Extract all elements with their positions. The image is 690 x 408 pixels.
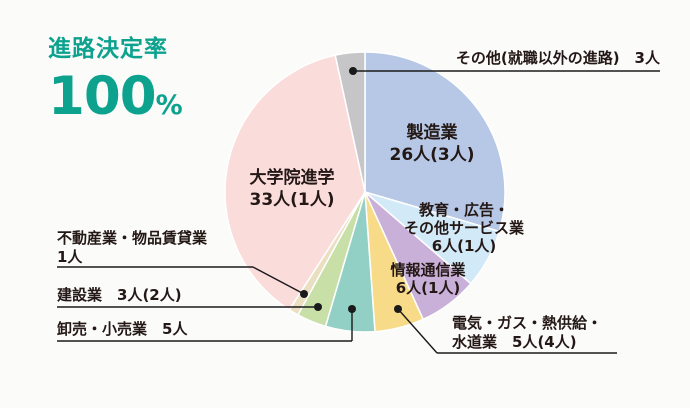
slice-label-line: 情報通信業 bbox=[390, 261, 466, 279]
pie-slice-8 bbox=[334, 51, 366, 193]
slice-label-kyoiku: 教育・広告・ その他サービス業 6人(1人) bbox=[384, 201, 544, 255]
pie-slice-0 bbox=[364, 51, 506, 233]
slice-label-line: 6人(1人) bbox=[395, 279, 461, 297]
slice-label-daigakuin: 大学院進学 33人(1人) bbox=[212, 167, 372, 211]
leader-dot-kensetsu bbox=[314, 303, 322, 311]
leader-line-fudosan-diag bbox=[252, 266, 305, 295]
callout-label-kensetsu: 建設業 3人(2人) bbox=[57, 286, 182, 305]
leader-dot-oroshiuri bbox=[348, 305, 356, 313]
rate-header: 進路決定率 100% bbox=[48, 36, 183, 124]
leader-lines bbox=[57, 67, 660, 354]
pie-slice-7 bbox=[224, 54, 366, 311]
callout-label-fudosan: 不動産業・物品賃貸業 1人 bbox=[57, 229, 207, 267]
callout-label-line: その他(就職以外の進路) 3人 bbox=[455, 49, 660, 67]
leader-line-denki-diag bbox=[397, 308, 438, 354]
leader-dot-fudosan bbox=[300, 290, 308, 298]
pie-wedges bbox=[224, 51, 506, 333]
callout-label-line: 水道業 5人(4人) bbox=[452, 333, 577, 351]
callout-label-line: 不動産業・物品賃貸業 bbox=[57, 229, 208, 247]
callout-label-line: 電気・ガス・熱供給・ bbox=[452, 314, 603, 332]
leader-dot-sonota bbox=[349, 67, 357, 75]
callout-label-line: 1人 bbox=[57, 248, 83, 266]
callout-label-line: 卸売・小売業 5人 bbox=[57, 320, 188, 338]
slice-label-line: 6人(1人) bbox=[431, 237, 497, 255]
slice-label-seizogyo: 製造業 26人(3人) bbox=[352, 122, 512, 166]
callout-label-line: 建設業 3人(2人) bbox=[57, 286, 182, 304]
slice-label-line: その他サービス業 bbox=[403, 219, 524, 237]
slice-label-line: 26人(3人) bbox=[389, 145, 475, 165]
callout-label-oroshiuri: 卸売・小売業 5人 bbox=[57, 320, 187, 339]
callout-label-sonota: その他(就職以外の進路) 3人 bbox=[380, 49, 660, 68]
rate-percent-sign: % bbox=[155, 90, 183, 121]
slice-label-line: 製造業 bbox=[406, 123, 458, 143]
rate-value: 100% bbox=[48, 70, 183, 123]
slice-label-line: 33人(1人) bbox=[249, 190, 335, 210]
callout-label-denki: 電気・ガス・熱供給・ 水道業 5人(4人) bbox=[452, 314, 602, 352]
rate-number: 100 bbox=[48, 66, 157, 127]
slice-label-line: 大学院進学 bbox=[249, 168, 335, 188]
leader-dot-denki bbox=[394, 305, 402, 313]
slice-label-line: 教育・広告・ bbox=[418, 201, 509, 219]
slice-label-joho: 情報通信業 6人(1人) bbox=[368, 261, 488, 297]
rate-title: 進路決定率 bbox=[48, 36, 168, 62]
